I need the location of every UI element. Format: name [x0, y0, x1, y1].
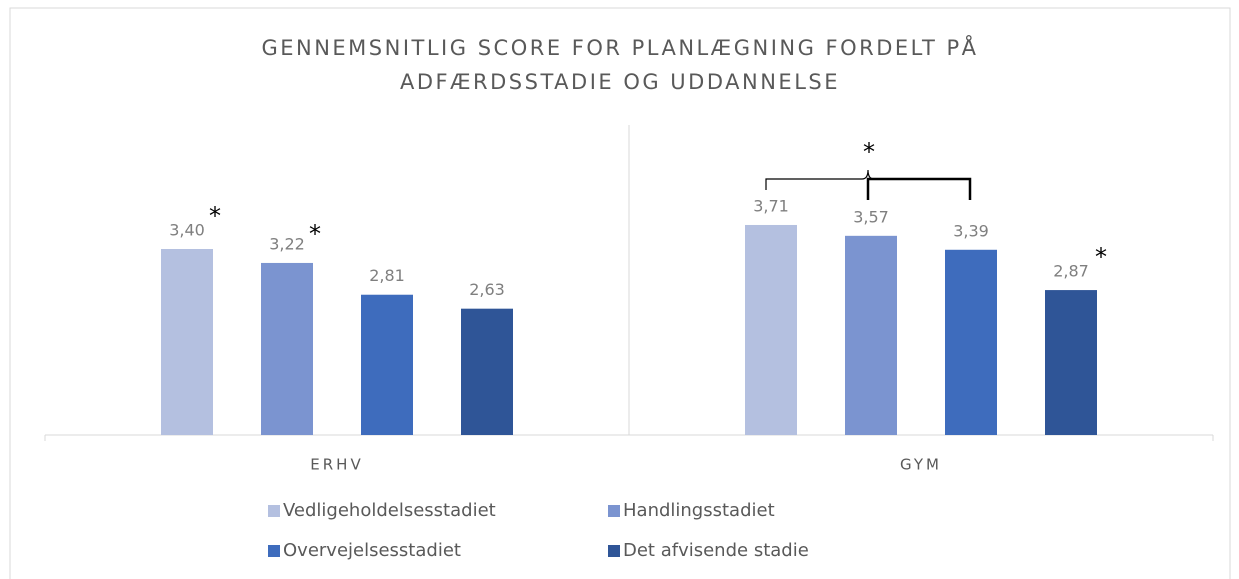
annotation: *	[1095, 243, 1107, 271]
bar	[1045, 290, 1097, 435]
legend-label: Det afvisende stadie	[623, 540, 809, 561]
bar	[361, 294, 413, 435]
bar	[745, 224, 797, 435]
x-tick-label: ERHV	[310, 456, 363, 474]
bar	[945, 249, 997, 435]
chart-title: ADFÆRDSSTADIE OG UDDANNELSE	[400, 70, 840, 94]
legend-label: Overvejelsesstadiet	[283, 540, 461, 561]
bar	[261, 262, 313, 435]
data-label: 3,40	[169, 221, 205, 240]
bracket	[866, 177, 972, 200]
bar	[845, 235, 897, 435]
data-label: 2,63	[469, 280, 505, 299]
annotation: *	[209, 202, 221, 230]
data-label: 3,39	[953, 221, 989, 240]
data-label: 3,71	[753, 196, 789, 215]
data-label: 3,57	[853, 207, 889, 226]
chart-title: GENNEMSNITLIG SCORE FOR PLANLÆGNING FORD…	[261, 34, 978, 60]
chart-border	[9, 7, 1231, 579]
data-label: 3,22	[269, 234, 305, 253]
legend-swatch	[268, 545, 280, 557]
annotation: *	[309, 220, 321, 248]
data-label: 2,87	[1053, 262, 1089, 281]
x-tick-label: GYM	[900, 456, 942, 474]
annotation: *	[863, 138, 875, 166]
bar	[461, 308, 513, 435]
legend-swatch	[608, 505, 620, 517]
legend-swatch	[268, 505, 280, 517]
legend-label: Vedligeholdelsesstadiet	[283, 500, 496, 521]
legend-swatch	[608, 545, 620, 557]
bar	[161, 249, 213, 435]
data-label: 2,81	[369, 266, 405, 285]
legend-label: Handlingsstadiet	[623, 500, 775, 521]
